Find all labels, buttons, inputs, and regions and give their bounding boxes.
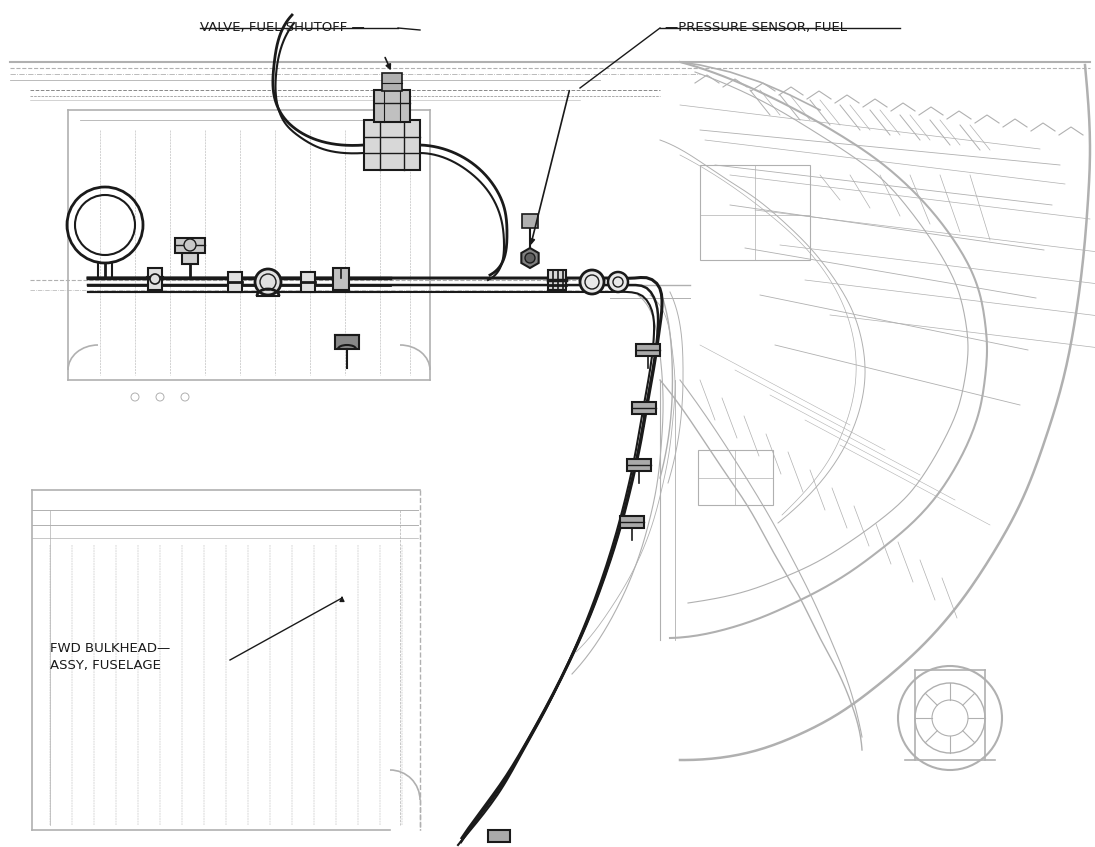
Circle shape [184, 239, 196, 251]
Bar [182, 252, 198, 264]
Circle shape [150, 274, 160, 284]
Circle shape [525, 253, 535, 263]
Bar [364, 120, 420, 170]
Bar [382, 73, 402, 91]
Bar [148, 268, 162, 290]
Circle shape [608, 272, 629, 292]
Bar [636, 344, 660, 356]
Bar [228, 272, 242, 292]
Bar [632, 402, 656, 414]
Bar [301, 272, 315, 292]
Circle shape [580, 270, 604, 294]
Bar [488, 830, 510, 842]
Bar [522, 214, 538, 228]
Text: —PRESSURE SENSOR, FUEL: —PRESSURE SENSOR, FUEL [665, 21, 848, 35]
Bar [335, 335, 359, 349]
Bar [620, 516, 644, 528]
Bar [700, 165, 810, 260]
Text: ASSY, FUSELAGE: ASSY, FUSELAGE [50, 659, 161, 672]
Bar [333, 268, 349, 290]
Bar [374, 90, 410, 122]
Bar [175, 238, 205, 253]
Bar [698, 450, 773, 505]
Bar [627, 459, 652, 471]
Circle shape [255, 269, 281, 295]
Bar [548, 270, 566, 290]
Text: VALVE, FUEL SHUTOFF —: VALVE, FUEL SHUTOFF — [200, 21, 365, 35]
Text: FWD BULKHEAD—: FWD BULKHEAD— [50, 642, 170, 655]
Polygon shape [521, 248, 539, 268]
